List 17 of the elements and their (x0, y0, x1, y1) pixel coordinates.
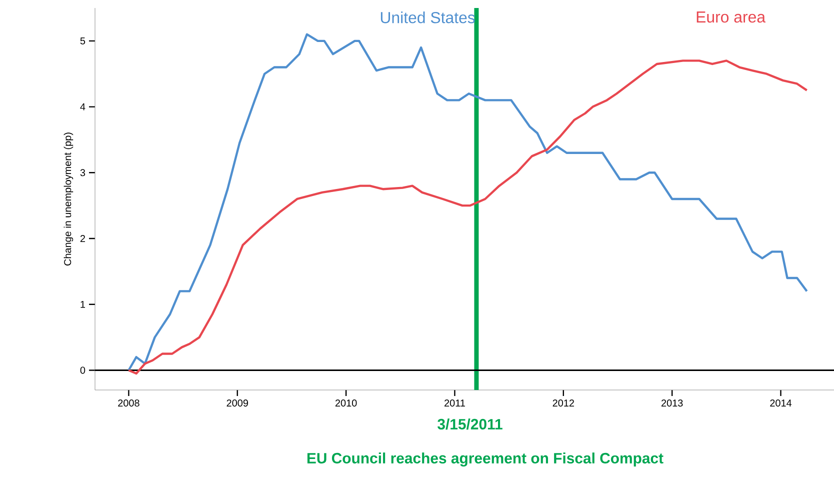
text: Euro area (696, 12, 766, 23)
x-tick-label: 2011 (444, 400, 465, 407)
x-tick-label: 2009 (226, 400, 248, 407)
x-tick-label: 2012 (552, 400, 574, 407)
y-tick-label: 5 (80, 37, 86, 44)
x-tick-label: 2014 (770, 400, 792, 407)
text: EU Council reaches agreement on Fiscal Compact (307, 452, 664, 467)
y-tick-label: 4 (80, 103, 86, 110)
x-tick-label: 2010 (335, 400, 357, 407)
x-tick-label: 2008 (118, 400, 140, 407)
x-tick-label: 2013 (662, 400, 683, 407)
y-axis-title: Change in unemployment (pp) (64, 132, 74, 266)
y-tick-label: 0 (80, 366, 86, 374)
text: 3/15/2011 (438, 418, 502, 430)
y-tick-label: 1 (80, 300, 86, 308)
y-tick-label: 3 (80, 169, 86, 176)
y-tick-label: 2 (80, 235, 85, 242)
